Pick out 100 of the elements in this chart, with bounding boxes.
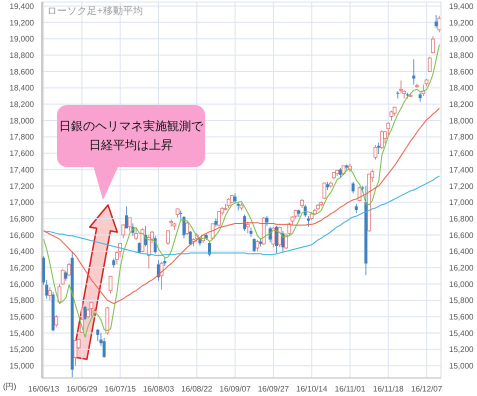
y2-tick-label: 17,400 (449, 165, 474, 174)
candlestick (121, 224, 126, 239)
x-tick-label: 16/07/15 (104, 384, 136, 394)
candlestick (386, 122, 390, 138)
line-series (43, 176, 440, 256)
y2-tick-label: 16,800 (449, 214, 474, 224)
y-tick-label: 17,600 (10, 149, 35, 158)
x-tick-label: 16/09/27 (258, 384, 290, 394)
candlestick (124, 206, 128, 229)
candlestick (275, 226, 278, 254)
y-tick-label: 15,400 (10, 328, 35, 338)
candlestick (256, 239, 260, 252)
y-tick-label: 15,000 (10, 362, 35, 371)
y2-tick-label: 18,000 (449, 116, 474, 126)
y-tick-label: 17,400 (10, 165, 35, 174)
candlestick (306, 216, 310, 228)
candlestick (54, 314, 58, 328)
y2-tick-label: 17,600 (449, 149, 474, 158)
candlestick (67, 262, 71, 276)
y-tick-label: 17,800 (10, 132, 35, 142)
y2-tick-label: 17,000 (449, 198, 474, 208)
candlestick (188, 230, 192, 246)
y-tick-label: 15,200 (10, 345, 35, 354)
y-tick-label: 17,000 (10, 198, 35, 208)
y-tick-label: 16,800 (10, 214, 35, 224)
candlestick (140, 228, 144, 253)
candlestick (48, 286, 52, 301)
y2-tick-label: 19,000 (449, 34, 474, 44)
y-axis-title: (円) (3, 381, 16, 392)
x-tick-label: 16/11/18 (373, 384, 404, 394)
y-tick-label: 17,200 (10, 182, 35, 191)
candlestick (322, 182, 326, 200)
y2-tick-label: 17,200 (449, 182, 474, 191)
y-tick-label: 16,200 (10, 263, 35, 272)
y-tick-label: 18,200 (10, 100, 35, 110)
y2-tick-label: 15,600 (449, 312, 474, 322)
candlestick (412, 58, 416, 85)
y2-tick-label: 16,600 (449, 230, 474, 240)
candlestick (399, 80, 403, 94)
y2-tick-label: 19,400 (449, 2, 474, 11)
y2-tick-label: 18,200 (449, 100, 474, 110)
y2-tick-label: 15,000 (449, 362, 474, 371)
y2-tick-label: 16,000 (449, 280, 474, 289)
candlestick (390, 110, 394, 121)
x-tick-label: 16/06/29 (66, 384, 98, 394)
candlestick (60, 268, 64, 286)
y-tick-label: 16,400 (10, 247, 35, 256)
y2-tick-label: 15,400 (449, 328, 474, 338)
y-tick-label: 19,200 (10, 18, 35, 28)
y-tick-label: 15,600 (10, 312, 35, 322)
candlestick (265, 216, 268, 226)
candlestick (234, 192, 237, 204)
x-tick-label: 16/08/03 (142, 384, 175, 394)
y-tick-label: 19,400 (10, 2, 35, 11)
candlestick (208, 241, 211, 257)
x-tick-label: 16/10/14 (296, 384, 328, 394)
y2-tick-label: 18,600 (449, 67, 474, 76)
x-tick-label: 16/12/07 (411, 384, 443, 394)
candlestick (217, 210, 221, 228)
y-tick-label: 19,000 (10, 34, 35, 44)
y2-tick-label: 19,200 (449, 18, 474, 28)
y2-tick-label: 18,400 (449, 84, 474, 93)
candlestick (428, 56, 432, 72)
candlestick (434, 14, 438, 29)
x-tick-label: 16/11/01 (334, 384, 366, 394)
candlestick (83, 306, 86, 320)
y2-tick-label: 17,800 (449, 132, 474, 142)
x-tick-label: 16/09/07 (220, 384, 252, 394)
annotation: 日銀のヘリマネ実施観測で日経平均は上昇 (58, 118, 204, 154)
candlestick (128, 217, 132, 232)
y-tick-label: 18,600 (10, 67, 35, 76)
candlestick (224, 203, 228, 211)
candlestick (108, 275, 112, 294)
x-tick-label: 16/06/13 (28, 384, 60, 394)
chart-title: ローソク足+移動平均 (47, 5, 143, 18)
candlestick (352, 181, 355, 194)
y2-tick-label: 15,200 (449, 345, 474, 354)
candlestick (252, 238, 256, 253)
candlestick (243, 214, 246, 232)
candlestick (74, 340, 78, 366)
line-series (43, 44, 440, 338)
candlestick (134, 228, 138, 240)
y2-tick-label: 15,800 (449, 296, 474, 306)
y-tick-label: 16,000 (10, 280, 35, 289)
candlestick (431, 36, 435, 54)
line-series (43, 108, 440, 304)
y2-tick-label: 16,400 (449, 247, 474, 256)
candlestick (166, 230, 170, 246)
y-tick-label: 18,800 (10, 50, 35, 60)
candlestick (338, 168, 342, 178)
y-tick-label: 18,000 (10, 116, 35, 126)
y2-tick-label: 18,800 (449, 50, 474, 60)
candlestick (374, 144, 378, 160)
y2-tick-label: 16,200 (449, 263, 474, 272)
y-tick-label: 15,800 (10, 296, 35, 306)
y-tick-label: 18,400 (10, 84, 35, 93)
candlestick (96, 328, 100, 342)
y-tick-label: 16,600 (10, 230, 35, 240)
candlestick (185, 221, 189, 236)
candlestick (358, 186, 362, 202)
